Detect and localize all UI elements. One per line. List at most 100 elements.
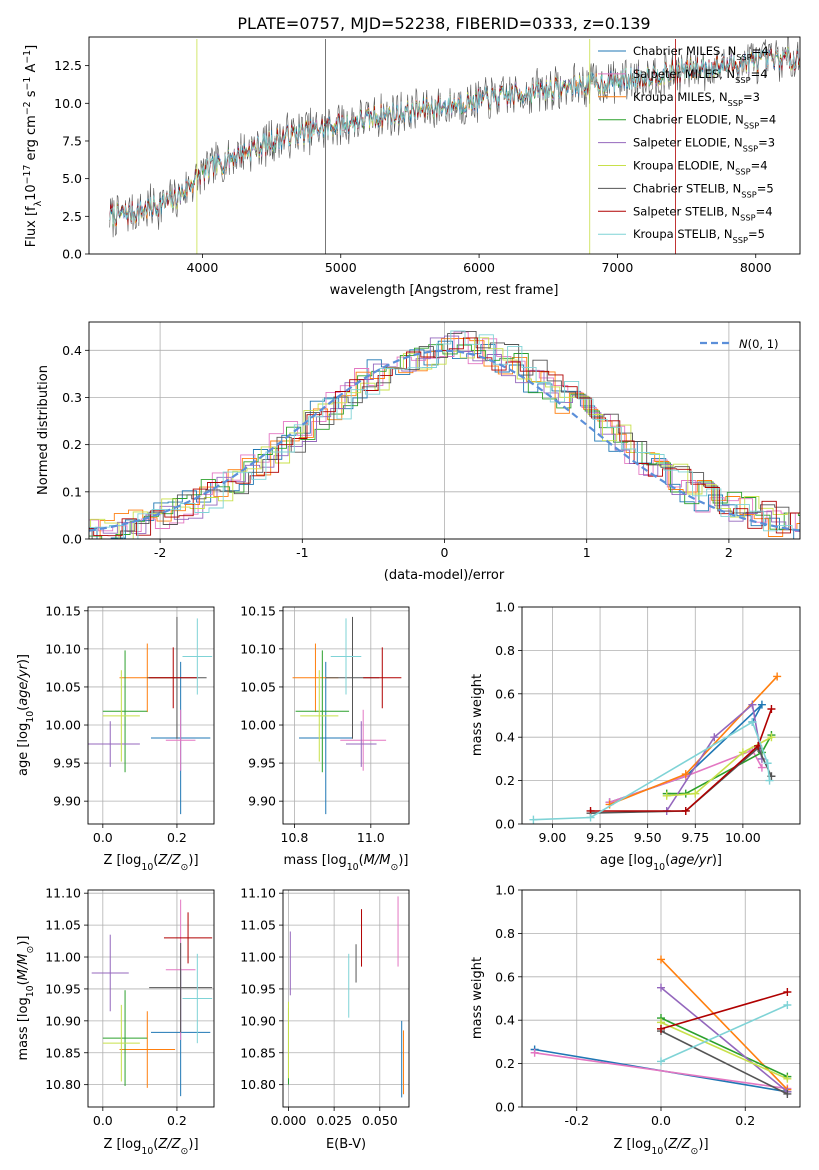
weight-line [660,958,788,1091]
x-tick-label: 0.2 [167,1113,187,1128]
x-tick-label: 0.0 [93,1113,113,1128]
plot-area [88,616,213,815]
axes-frame [282,889,410,1108]
x-axis-label: (data-model)/error [384,568,505,583]
legend-label: Chabrier MILES, NSSP=4 [633,44,769,62]
weight-marker [738,748,747,757]
legend-label: N(0, 1) [739,337,779,351]
weight-line [534,1052,788,1090]
y-tick-label: 10.00 [240,718,276,733]
axes-frame [282,606,410,825]
weight-marker [748,718,757,727]
y-tick-label: 11.10 [45,886,81,901]
weight-marker [657,955,665,964]
y-tick-label: 10.80 [45,1077,81,1092]
plot-area [530,955,792,1098]
weight-marker [783,987,792,996]
x-axis-label: Z [log10(Z/Z⊙)] [103,853,198,873]
weight-marker [662,791,671,800]
histogram-step [89,340,800,539]
y-tick-label: 11.05 [45,918,81,933]
y-tick-label: 10.10 [240,641,276,656]
y-tick-label: 9.95 [53,756,81,771]
y-axis-label: mass weight [470,674,485,756]
histogram-step [89,330,800,539]
y-tick-label: 0.8 [495,926,515,941]
x-tick-label: 5000 [325,260,357,275]
weight-marker [657,983,665,992]
y-tick-label: 0.0 [62,532,82,547]
weight-marker [757,763,766,772]
y-tick-label: 0.3 [62,390,82,405]
panel-weight-vs-Z: -0.2 0.0 0.2 0.0 0.2 0.4 0.6 0.8 1.0 Z [log10(Z/Z… [470,883,801,1157]
weight-marker [691,789,700,798]
weight-marker [783,1074,792,1083]
y-tick-label: 10.90 [45,1013,81,1028]
y-tick-label: 0.4 [495,730,515,745]
x-tick-label: 0.000 [271,1113,307,1128]
histogram-step [89,337,800,539]
y-tick-label: 1.0 [495,600,515,615]
weight-marker [710,733,719,742]
axes-frame [88,36,801,255]
y-tick-label: 10.85 [45,1045,81,1060]
y-tick-label: 0.0 [495,817,515,832]
axes-frame [88,321,801,540]
weight-marker [767,704,776,713]
x-tick-label: 0.2 [735,1113,755,1128]
x-tick-label: 4000 [187,260,219,275]
weight-marker [767,733,776,742]
axes-frame [87,606,215,825]
y-tick-label: 11.05 [240,918,276,933]
y-tick-label: 10.95 [45,981,81,996]
plot-area [287,896,405,1098]
weight-line [660,1017,788,1078]
y-tick-label: 9.95 [248,756,276,771]
panel-mass-vs-Z: 0.0 0.2 10.80 10.85 10.90 10.95 11.00 11.05 11.1… [16,886,215,1157]
weight-marker [773,672,782,681]
legend-label: Kroupa MILES, NSSP=3 [633,90,760,108]
y-tick-label: 10.05 [45,679,81,694]
histogram-step [89,338,800,539]
plot-area [91,899,213,1097]
y-axis-label: Flux [fλ10−17 erg cm−2 s−1 A−1] [22,45,44,247]
y-tick-label: 0.1 [62,484,82,499]
y-tick-label: 10.90 [240,1013,276,1028]
weight-marker [765,776,774,785]
weight-line [590,708,773,812]
weight-line [533,720,771,821]
y-tick-label: 11.10 [240,886,276,901]
weight-marker [783,1001,792,1010]
y-tick-label: 10.0 [54,96,82,111]
x-tick-label: 2 [725,545,733,560]
weight-line [660,1030,788,1095]
x-tick-label: 9.25 [586,830,614,845]
y-tick-label: 5.0 [62,171,82,186]
y-tick-label: 2.5 [62,209,82,224]
y-tick-label: 10.85 [240,1045,276,1060]
x-tick-label: 9.50 [634,830,662,845]
weight-line [660,991,788,1030]
x-tick-label: 9.75 [681,830,709,845]
legend-label: Salpeter MILES, NSSP=4 [633,67,768,85]
weight-marker [529,815,538,824]
x-tick-label: 7000 [602,260,634,275]
weight-line [660,1004,788,1063]
x-tick-label: 10.8 [281,830,309,845]
y-axis-label: mass weight [470,957,485,1039]
gaussian-curve [88,349,801,532]
weight-line [609,675,778,806]
y-tick-label: 10.15 [240,603,276,618]
weight-marker [586,813,595,822]
weight-line [609,704,763,804]
weight-line [660,986,788,1093]
y-tick-label: 9.90 [53,794,81,809]
axes-frame [87,889,215,1108]
x-tick-label: 0.0 [651,1113,671,1128]
x-axis-label: Z [log10(Z/Z⊙)] [613,1137,708,1157]
y-tick-label: 0.4 [62,343,82,358]
x-tick-label: -0.2 [565,1113,589,1128]
y-tick-label: 0.2 [62,437,82,452]
plot-area [292,616,402,815]
